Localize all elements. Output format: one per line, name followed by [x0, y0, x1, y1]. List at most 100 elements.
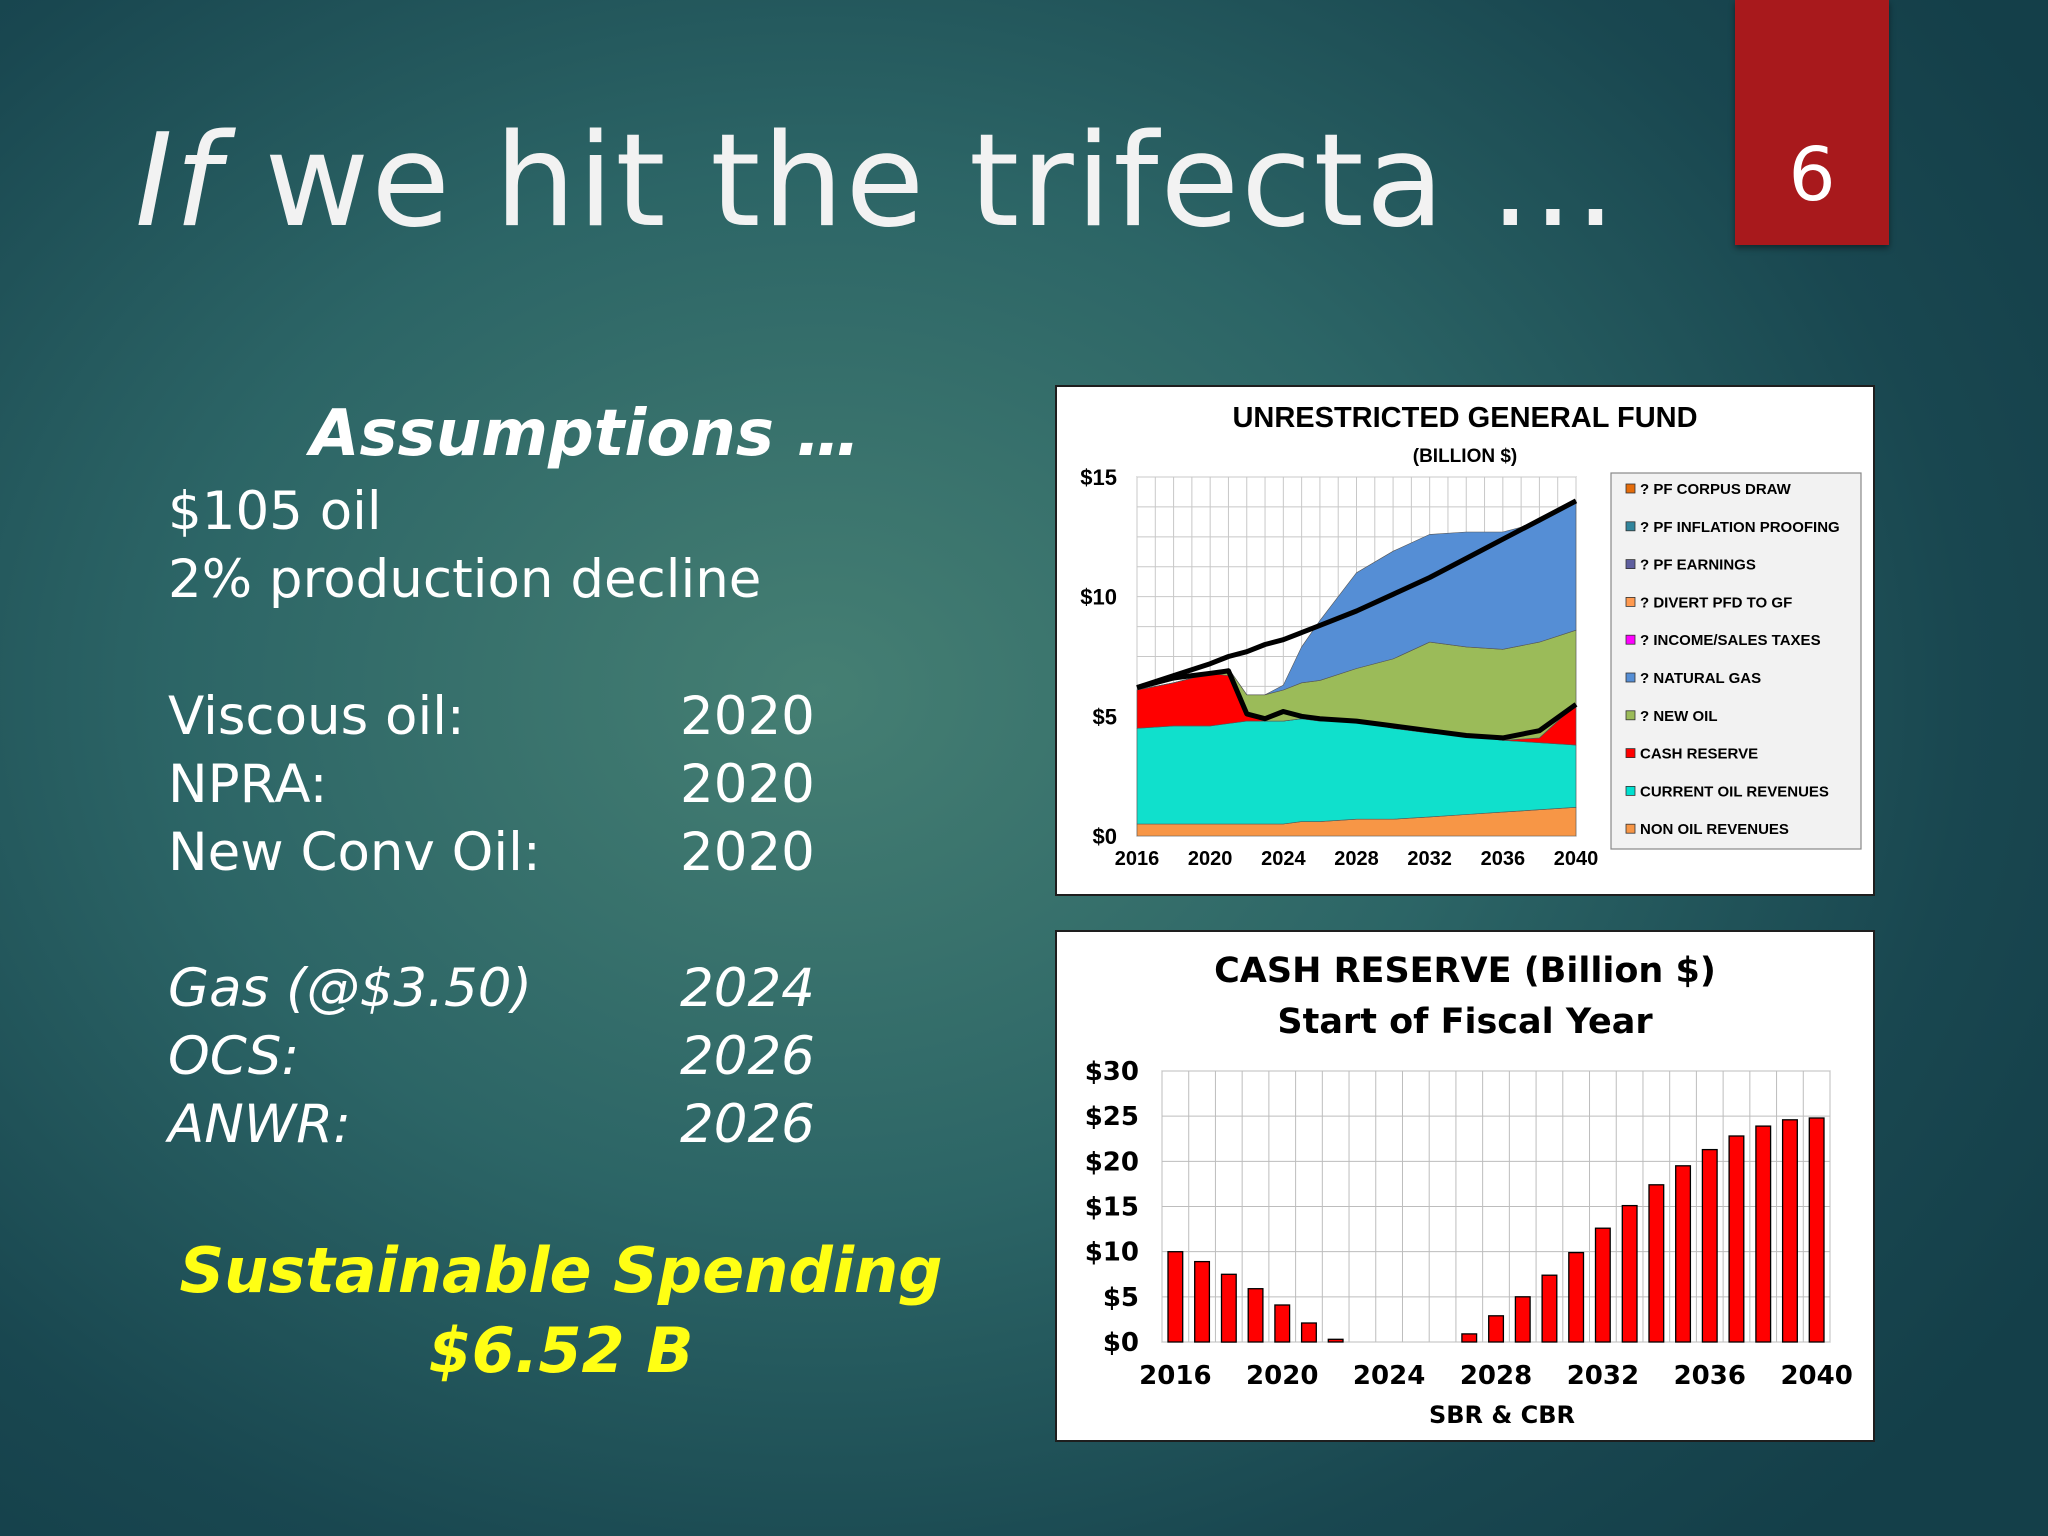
x-tick-label: 2020 — [1188, 848, 1233, 870]
legend-swatch — [1625, 521, 1636, 532]
bar — [1194, 1260, 1211, 1343]
y-tick-label: $10 — [1080, 585, 1117, 610]
y-tick-label: $5 — [1103, 1283, 1139, 1313]
bar — [1220, 1273, 1237, 1343]
assumption-row-value: 2026 — [680, 1094, 815, 1155]
cash-reserve-chart-svg: CASH RESERVE (Billion $) Start of Fiscal … — [1085, 951, 1853, 1429]
bar — [1728, 1135, 1745, 1343]
slide-title-rest: we hit the trifecta … — [264, 107, 1619, 256]
legend-swatch — [1625, 785, 1636, 796]
slide-title: If we hit the trifecta … — [135, 118, 1619, 246]
x-tick-label: 2040 — [1780, 1361, 1852, 1391]
slide-number: 6 — [1788, 132, 1836, 218]
cash-reserve-chart: CASH RESERVE (Billion $) Start of Fiscal … — [1055, 930, 1875, 1442]
legend-label: CURRENT OIL REVENUES — [1640, 783, 1829, 800]
bar — [1648, 1184, 1665, 1343]
x-tick-label: 2036 — [1674, 1361, 1746, 1391]
chart-subtitle: (BILLION $) — [1413, 446, 1518, 467]
bar — [1541, 1274, 1558, 1343]
assumption-row-label: Gas (@$3.50) — [168, 958, 533, 1019]
slide-title-italic: If — [135, 107, 222, 256]
x-tick-label: 2024 — [1261, 848, 1306, 870]
y-tick-label: $25 — [1085, 1102, 1139, 1132]
legend-swatch — [1625, 672, 1636, 683]
y-tick-label: $20 — [1085, 1147, 1139, 1177]
legend-label: ? PF EARNINGS — [1640, 557, 1756, 574]
assumption-row-value: 2020 — [680, 686, 815, 747]
x-tick-label: 2040 — [1554, 848, 1599, 870]
assumption-row-value: 2024 — [680, 958, 815, 1019]
assumption-row-label: ANWR: — [168, 1094, 351, 1155]
sustainable-spending-label: Sustainable Spending — [179, 1234, 943, 1307]
x-tick-label: 2032 — [1567, 1361, 1639, 1391]
legend-label: ? NATURAL GAS — [1640, 670, 1761, 687]
chart-title: CASH RESERVE (Billion $) — [1214, 951, 1716, 991]
bar — [1167, 1251, 1184, 1343]
sustainable-spending-value: $6.52 B — [428, 1314, 694, 1387]
assumption-row-value: 2020 — [680, 754, 815, 815]
bar — [1594, 1227, 1611, 1343]
legend-swatch — [1625, 559, 1636, 570]
bar — [1488, 1315, 1505, 1343]
general-fund-chart: UNRESTRICTED GENERAL FUND (BILLION $) $0 $5… — [1055, 385, 1875, 896]
bar — [1461, 1333, 1478, 1343]
legend-label: NON OIL REVENUES — [1640, 821, 1789, 838]
x-tick-label: 2028 — [1334, 848, 1379, 870]
x-tick-label: 2032 — [1407, 848, 1452, 870]
legend-swatch — [1625, 823, 1636, 834]
y-tick-label: $10 — [1085, 1238, 1139, 1268]
bar — [1300, 1322, 1317, 1343]
bar — [1701, 1148, 1718, 1343]
x-tick-label: 2028 — [1460, 1361, 1532, 1391]
legend-swatch — [1625, 634, 1636, 645]
x-axis-label: SBR & CBR — [1429, 1401, 1575, 1429]
assumption-line: 2% production decline — [168, 549, 762, 610]
y-tick-label: $15 — [1085, 1193, 1139, 1223]
assumptions-heading: Assumptions … — [310, 397, 861, 471]
general-fund-chart-svg: UNRESTRICTED GENERAL FUND (BILLION $) $0 $5… — [1080, 402, 1862, 870]
legend-label: ? PF CORPUS DRAW — [1640, 481, 1792, 498]
bar — [1808, 1117, 1825, 1343]
x-tick-label: 2016 — [1139, 1361, 1211, 1391]
assumption-row-label: NPRA: — [168, 754, 328, 815]
assumption-row-label: New Conv Oil: — [168, 822, 541, 883]
legend-swatch — [1625, 596, 1636, 607]
assumption-row-value: 2020 — [680, 822, 815, 883]
bar — [1274, 1304, 1291, 1343]
legend-label: ? INCOME/SALES TAXES — [1640, 632, 1821, 649]
bar — [1755, 1125, 1772, 1343]
chart-title: UNRESTRICTED GENERAL FUND — [1232, 402, 1697, 434]
y-tick-label: $0 — [1093, 824, 1117, 849]
legend-label: ? DIVERT PFD TO GF — [1640, 594, 1792, 611]
legend-label: ? PF INFLATION PROOFING — [1640, 519, 1840, 536]
bar — [1568, 1251, 1585, 1343]
bar — [1621, 1204, 1638, 1343]
assumption-line: $105 oil — [168, 481, 382, 542]
x-tick-label: 2036 — [1481, 848, 1526, 870]
assumption-row-label: OCS: — [168, 1026, 300, 1087]
y-tick-label: $5 — [1093, 704, 1117, 729]
area-series — [1136, 500, 1577, 696]
y-tick-label: $0 — [1103, 1328, 1139, 1358]
assumption-row-value: 2026 — [680, 1026, 815, 1087]
bar — [1327, 1338, 1344, 1343]
bar — [1675, 1165, 1692, 1343]
slide-number-box: 6 — [1735, 0, 1889, 245]
legend-swatch — [1625, 710, 1636, 721]
y-tick-label: $15 — [1080, 465, 1117, 490]
reserve-boundary-line — [1136, 668, 1578, 741]
assumption-row-label: Viscous oil: — [168, 686, 465, 747]
legend-swatch — [1625, 483, 1636, 494]
bar — [1514, 1296, 1531, 1343]
legend-label: ? NEW OIL — [1640, 708, 1718, 725]
x-tick-label: 2016 — [1115, 848, 1160, 870]
legend-box — [1610, 472, 1862, 850]
bar — [1781, 1119, 1798, 1343]
total-line — [1136, 498, 1578, 690]
legend-label: CASH RESERVE — [1640, 746, 1758, 763]
chart-subtitle: Start of Fiscal Year — [1277, 1002, 1653, 1042]
y-tick-label: $30 — [1085, 1057, 1139, 1087]
bar — [1247, 1288, 1264, 1343]
legend-swatch — [1625, 748, 1636, 759]
x-tick-label: 2024 — [1353, 1361, 1425, 1391]
